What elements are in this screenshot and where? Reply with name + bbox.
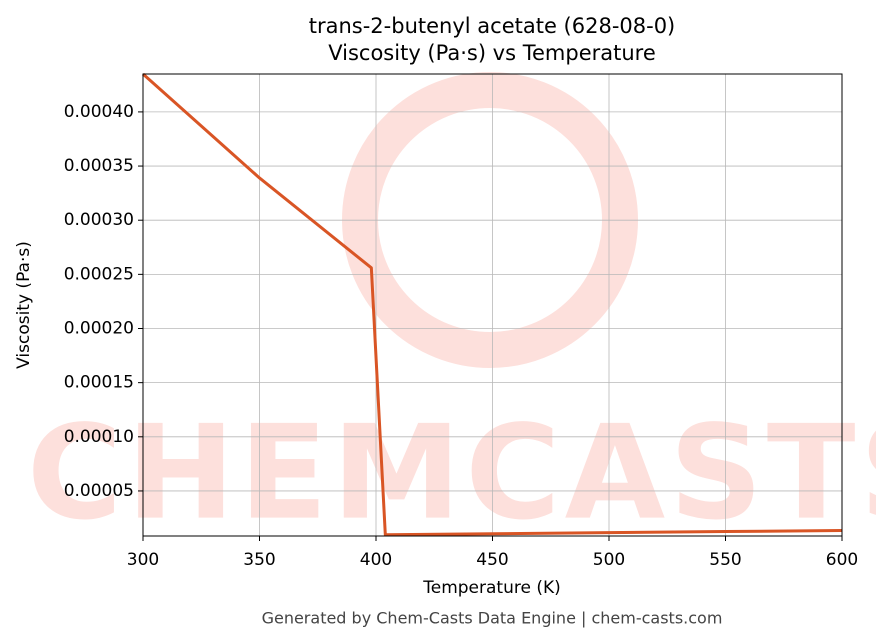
y-tick-label: 0.00010: [64, 427, 134, 447]
chart-title: trans-2-butenyl acetate (628-08-0): [309, 14, 676, 38]
y-tick-label: 0.00015: [64, 373, 134, 393]
x-tick-label: 400: [360, 550, 392, 570]
y-tick-label: 0.00005: [64, 481, 134, 501]
y-tick-label: 0.00025: [64, 264, 134, 284]
plot-frame: [142, 73, 843, 537]
chart-subtitle: Viscosity (Pa·s) vs Temperature: [328, 41, 656, 65]
y-axis-label: Viscosity (Pa·s): [14, 241, 34, 369]
x-tick-label: 550: [709, 550, 741, 570]
y-tick-label: 0.00035: [64, 156, 134, 176]
footer: Generated by Chem-Casts Data Engine | ch…: [262, 609, 723, 628]
x-tick-label: 450: [476, 550, 508, 570]
watermark: CHEMCASTS: [27, 72, 876, 549]
x-tick-label: 600: [826, 550, 858, 570]
x-tick-label: 500: [593, 550, 625, 570]
x-axis-label: Temperature (K): [422, 578, 561, 598]
y-tick-label: 0.00030: [64, 210, 134, 230]
watermark-text: CHEMCASTS: [27, 397, 876, 549]
x-tick-label: 300: [127, 550, 159, 570]
x-tick-label: 350: [243, 550, 275, 570]
y-tick-label: 0.00040: [64, 102, 134, 122]
data-line: [142, 72, 843, 537]
y-tick-label: 0.00020: [64, 319, 134, 339]
